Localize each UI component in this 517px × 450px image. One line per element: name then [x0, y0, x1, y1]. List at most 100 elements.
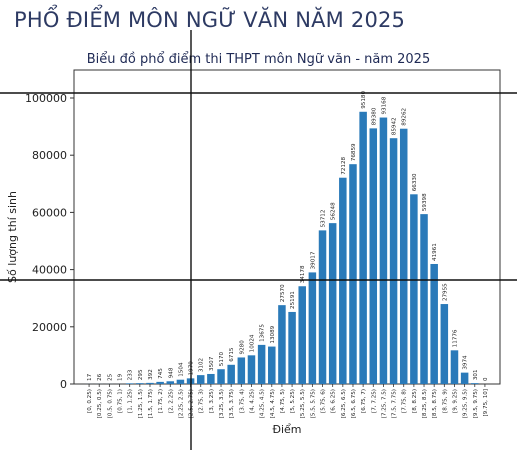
y-tick-label: 60000 [32, 206, 67, 219]
y-tick-label: 100000 [25, 92, 67, 105]
y-tick-label: 0 [60, 378, 67, 391]
x-tick-label: [4.25, 4.5) [260, 389, 266, 418]
chart-title: Biểu đồ phổ điểm thi THPT môn Ngữ văn - … [86, 52, 431, 67]
x-tick-label: [4.5, 4.75) [270, 389, 276, 418]
bar-value-label: 5170 [219, 352, 225, 367]
x-tick-label: [9.5, 9.75) [473, 389, 479, 418]
bar-value-label: 0 [483, 377, 489, 381]
x-tick-label: [4.75, 5) [280, 389, 286, 413]
x-tick-label: [8.75, 9) [442, 389, 448, 413]
bar [471, 383, 479, 384]
x-tick-label: [1, 1.25) [128, 389, 134, 413]
bar [308, 272, 317, 384]
bar-value-label: 1504 [178, 362, 184, 377]
bar [196, 375, 205, 384]
bar-value-label: 392 [148, 369, 154, 380]
bar [237, 357, 246, 384]
x-tick-label: [1.25, 1.5) [138, 389, 144, 418]
bar-value-label: 34178 [300, 265, 306, 283]
x-tick-label: [3.25, 3.5) [219, 389, 225, 418]
bar [136, 383, 144, 384]
bar-value-label: 93168 [381, 96, 387, 114]
bar-value-label: 25 [107, 373, 113, 381]
x-tick-label: [6.5, 6.75) [351, 389, 357, 418]
bar [339, 177, 347, 384]
x-tick-label: [9, 9.25) [452, 389, 458, 413]
bar [247, 355, 256, 384]
bar-value-label: 233 [128, 369, 134, 380]
bar [359, 111, 367, 384]
bar-value-label: 295 [138, 369, 144, 380]
bar-value-label: 301 [473, 369, 479, 380]
x-tick-label: [0.75, 1) [118, 389, 124, 413]
x-tick-label: [5.5, 5.75) [310, 389, 316, 418]
bar-value-label: 948 [168, 367, 174, 378]
bar-value-label: 27570 [280, 284, 286, 302]
x-tick-label: [2.25, 2.5) [178, 389, 184, 418]
bar [278, 305, 286, 384]
bar [268, 346, 276, 384]
bar [288, 311, 296, 384]
bar-value-label: 95180 [361, 91, 367, 109]
bar [440, 304, 449, 384]
bar [420, 214, 428, 384]
x-tick-label: [0, 0.25) [87, 389, 93, 413]
bar [298, 286, 306, 384]
x-tick-label: [1.75, 2) [158, 389, 164, 413]
x-tick-label: [9.25, 9.5) [463, 389, 469, 418]
bar-value-label: 11776 [452, 329, 458, 347]
x-tick-label: [9.75, 10] [483, 389, 489, 417]
x-tick-label: [4, 4.25) [249, 389, 255, 413]
bar [227, 364, 235, 384]
x-tick-label: [7.75, 8) [402, 389, 408, 413]
x-tick-label: [5.75, 6) [321, 389, 327, 413]
bar-value-label: 26 [97, 373, 103, 381]
bar-value-label: 25191 [290, 291, 296, 309]
bar-value-label: 19 [118, 373, 124, 381]
x-tick-label: [3, 3.25) [209, 389, 215, 413]
x-tick-label: [2, 2.25) [168, 389, 174, 413]
bar [399, 128, 408, 384]
bar [176, 379, 185, 384]
bar-value-label: 9280 [239, 340, 245, 355]
x-tick-label: [1.5, 1.75) [148, 389, 154, 418]
bar-value-label: 3507 [209, 356, 215, 371]
bar-value-label: 76859 [351, 143, 357, 161]
bar-value-label: 3974 [463, 355, 469, 370]
x-tick-label: [7.25, 7.5) [381, 389, 387, 418]
bar-value-label: 56248 [331, 202, 337, 220]
bar [389, 138, 398, 384]
x-tick-label: [3.75, 4) [239, 389, 245, 413]
bar [156, 381, 164, 384]
y-axis-label: Số lượng thí sinh [6, 191, 19, 283]
bar-value-label: 59398 [422, 193, 428, 211]
plot-frame [73, 69, 501, 385]
x-tick-label: [2.75, 3) [199, 389, 205, 413]
x-tick-label: [7, 7.25) [371, 389, 377, 413]
page-heading: PHỔ ĐIỂM MÔN NGỮ VĂN NĂM 2025 [14, 8, 406, 32]
bar [369, 128, 378, 384]
bar-value-label: 89380 [371, 107, 377, 125]
x-tick-label: [0.25, 0.5) [97, 389, 103, 418]
bar-value-label: 89262 [402, 108, 408, 126]
x-tick-label: [6.75, 7) [361, 389, 367, 413]
bar [318, 230, 327, 384]
bar [349, 164, 357, 384]
bar [207, 373, 215, 384]
x-tick-label: [5, 5.25) [290, 389, 296, 413]
y-tick-label: 20000 [32, 321, 67, 334]
bar [450, 350, 459, 384]
bar-value-label: 66330 [412, 173, 418, 191]
bar [146, 382, 154, 384]
x-tick-label: [8.25, 8.5) [422, 389, 428, 418]
bar-value-label: 745 [158, 368, 164, 379]
bar-value-label: 3102 [199, 358, 205, 372]
bar-value-label: 53712 [321, 210, 327, 228]
x-tick-label: [6, 6.25) [331, 389, 337, 413]
bar [125, 383, 134, 384]
x-tick-label: [7.5, 7.75) [392, 389, 398, 418]
bar [217, 369, 225, 384]
x-tick-label: [8.5, 8.75) [432, 389, 438, 418]
bar-value-label: 41961 [432, 243, 438, 261]
